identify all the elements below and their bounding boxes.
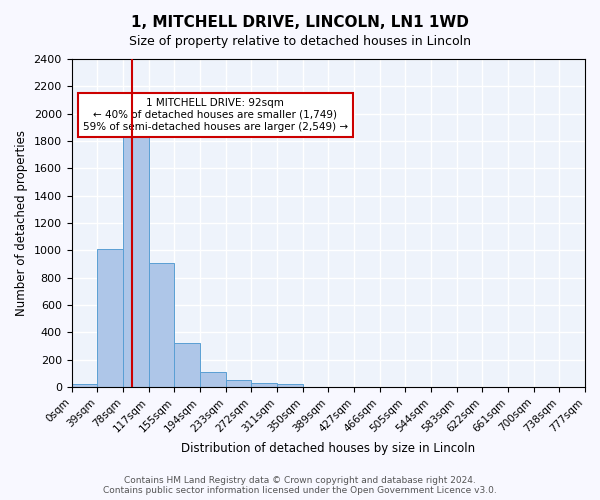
Bar — [97, 249, 123, 387]
Text: 1 MITCHELL DRIVE: 92sqm
← 40% of detached houses are smaller (1,749)
59% of semi: 1 MITCHELL DRIVE: 92sqm ← 40% of detache… — [83, 98, 348, 132]
Bar — [71, 384, 97, 387]
Text: 1, MITCHELL DRIVE, LINCOLN, LN1 1WD: 1, MITCHELL DRIVE, LINCOLN, LN1 1WD — [131, 15, 469, 30]
Bar — [277, 384, 302, 387]
Bar — [123, 124, 149, 387]
Bar — [200, 372, 226, 387]
Bar — [174, 344, 200, 387]
Bar — [149, 262, 174, 387]
Text: Size of property relative to detached houses in Lincoln: Size of property relative to detached ho… — [129, 35, 471, 48]
Text: Contains HM Land Registry data © Crown copyright and database right 2024.
Contai: Contains HM Land Registry data © Crown c… — [103, 476, 497, 495]
X-axis label: Distribution of detached houses by size in Lincoln: Distribution of detached houses by size … — [181, 442, 475, 455]
Bar — [251, 383, 277, 387]
Y-axis label: Number of detached properties: Number of detached properties — [15, 130, 28, 316]
Bar — [226, 380, 251, 387]
